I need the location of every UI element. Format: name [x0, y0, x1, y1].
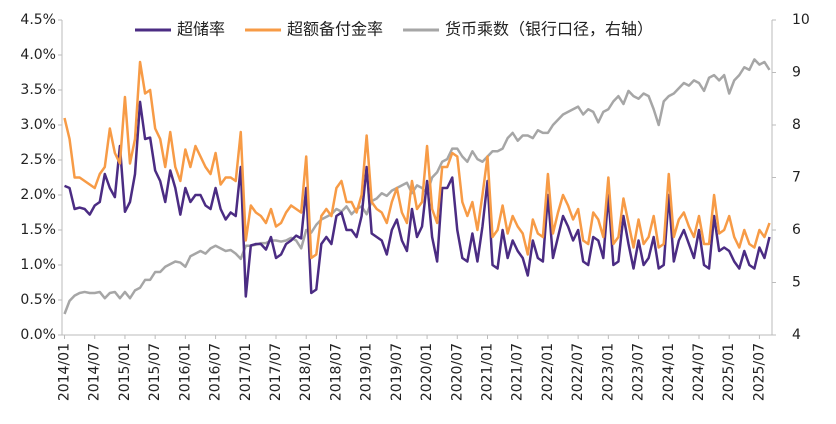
x-tick-label: 2015/01	[117, 343, 133, 401]
y-tick-label: 3.5%	[20, 82, 56, 98]
legend-label: 超储率	[177, 20, 225, 39]
x-tick-label: 2024/01	[661, 343, 677, 401]
x-tick-label: 2016/07	[208, 343, 224, 401]
y-tick-label: 0.5%	[20, 292, 56, 308]
y2-tick-label: 7	[792, 170, 801, 186]
y-tick-label: 2.5%	[20, 152, 56, 168]
x-tick-label: 2017/01	[238, 343, 254, 401]
y-tick-label: 3.0%	[20, 117, 56, 133]
y2-tick-label: 9	[792, 65, 801, 81]
x-tick-label: 2015/07	[147, 343, 163, 401]
x-tick-label: 2023/01	[600, 343, 616, 401]
y2-tick-label: 5	[792, 275, 801, 291]
x-tick-label: 2020/07	[449, 343, 465, 401]
series-line	[63, 58, 771, 315]
y2-tick-label: 10	[792, 12, 810, 28]
x-tick-label: 2025/01	[721, 343, 737, 401]
x-tick-label: 2023/07	[631, 343, 647, 401]
x-tick-label: 2014/01	[57, 343, 73, 401]
x-tick-label: 2020/01	[419, 343, 435, 401]
x-tick-label: 2025/07	[751, 343, 767, 401]
x-tick-label: 2019/01	[359, 343, 375, 401]
series-line	[63, 60, 771, 260]
x-tick-label: 2014/07	[87, 343, 103, 401]
x-tick-label: 2024/07	[691, 343, 707, 401]
x-tick-label: 2021/01	[479, 343, 495, 401]
y2-tick-label: 8	[792, 117, 801, 133]
legend-label: 货币乘数（银行口径，右轴）	[445, 20, 653, 39]
x-tick-label: 2016/01	[177, 343, 193, 401]
y-tick-label: 1.5%	[20, 222, 56, 238]
x-tick-label: 2018/07	[328, 343, 344, 401]
y2-tick-label: 6	[792, 222, 801, 238]
y2-tick-label: 4	[792, 327, 801, 343]
legend-label: 超额备付金率	[287, 20, 383, 39]
y-tick-label: 0.0%	[20, 327, 56, 343]
x-tick-label: 2022/01	[540, 343, 556, 401]
x-tick-label: 2018/01	[298, 343, 314, 401]
x-tick-label: 2019/07	[389, 343, 405, 401]
x-tick-label: 2022/07	[570, 343, 586, 401]
y-tick-label: 2.0%	[20, 187, 56, 203]
y-tick-label: 4.0%	[20, 47, 56, 63]
series-line	[64, 100, 771, 298]
x-tick-label: 2017/07	[268, 343, 284, 401]
x-tick-label: 2021/07	[510, 343, 526, 401]
y-tick-label: 4.5%	[20, 12, 56, 28]
y-tick-label: 1.0%	[20, 257, 56, 273]
